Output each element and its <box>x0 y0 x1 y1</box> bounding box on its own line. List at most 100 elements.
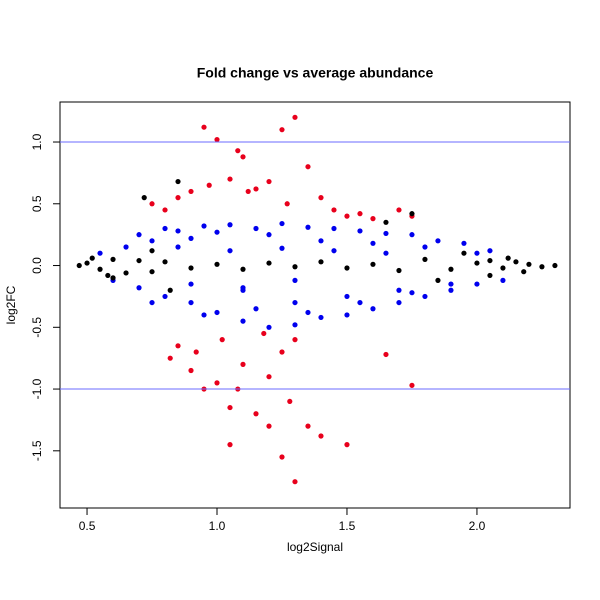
point <box>279 245 285 251</box>
point <box>201 124 207 130</box>
point <box>487 257 493 264</box>
point <box>136 285 142 291</box>
point <box>201 312 207 318</box>
point <box>253 186 259 192</box>
point <box>175 178 181 185</box>
point <box>266 423 272 429</box>
x-tick-label: 0.5 <box>79 519 96 533</box>
point <box>76 262 82 269</box>
point <box>110 256 116 262</box>
point <box>89 255 95 261</box>
point <box>370 240 376 246</box>
point <box>500 277 506 283</box>
point <box>240 285 246 291</box>
point <box>357 228 363 234</box>
point <box>552 262 558 269</box>
point <box>266 260 272 266</box>
point <box>149 238 155 244</box>
x-tick-label: 2.0 <box>469 519 486 533</box>
point <box>318 314 324 321</box>
point <box>331 207 337 213</box>
point <box>474 260 480 266</box>
point <box>505 255 511 261</box>
point <box>214 309 220 316</box>
x-tick-label: 1.5 <box>339 519 356 533</box>
point <box>448 281 454 287</box>
point <box>292 337 298 343</box>
point <box>167 355 173 361</box>
point <box>141 195 147 201</box>
point <box>526 261 532 267</box>
x-axis-label: log2Signal <box>287 540 343 554</box>
point <box>201 223 207 229</box>
y-tick-label: -1.5 <box>30 440 44 461</box>
y-tick-label: 1.0 <box>30 133 44 150</box>
point <box>487 248 493 254</box>
point <box>227 404 233 411</box>
point <box>396 299 402 306</box>
point <box>409 382 415 388</box>
point <box>344 265 350 271</box>
point <box>370 215 376 222</box>
point <box>149 201 155 207</box>
point <box>521 269 527 275</box>
y-tick-label: 0.5 <box>30 195 44 212</box>
point <box>214 380 220 386</box>
point <box>344 442 350 448</box>
point <box>136 257 142 264</box>
point <box>409 232 415 238</box>
point <box>422 244 428 250</box>
point <box>292 114 298 120</box>
point <box>318 195 324 201</box>
point <box>305 423 311 429</box>
point <box>383 351 389 358</box>
point <box>266 178 272 185</box>
point <box>214 261 220 267</box>
y-axis-label: log2FC <box>4 285 18 324</box>
point <box>175 195 181 201</box>
point <box>474 250 480 256</box>
point <box>123 270 129 276</box>
point <box>188 235 194 241</box>
point <box>435 238 441 244</box>
point <box>240 361 246 367</box>
y-tick-label: -1.0 <box>30 378 44 399</box>
point <box>292 264 298 270</box>
point <box>219 337 225 343</box>
point <box>279 127 285 133</box>
point <box>284 201 290 207</box>
point <box>305 164 311 170</box>
point <box>305 224 311 230</box>
point <box>188 281 194 287</box>
point <box>136 232 142 238</box>
point <box>318 433 324 439</box>
point <box>292 277 298 283</box>
point <box>383 219 389 225</box>
point <box>149 299 155 306</box>
point <box>396 267 402 274</box>
point <box>206 182 212 188</box>
y-tick-label: -0.5 <box>30 317 44 338</box>
point <box>448 266 454 272</box>
point <box>175 228 181 234</box>
point <box>292 322 298 328</box>
point <box>396 287 402 293</box>
point <box>279 220 285 227</box>
point <box>487 272 493 279</box>
point <box>227 248 233 254</box>
point <box>409 211 415 217</box>
point <box>235 148 241 154</box>
point <box>188 265 194 271</box>
point <box>214 229 220 235</box>
plot-area <box>76 114 558 485</box>
point <box>245 188 251 195</box>
point <box>292 479 298 485</box>
point <box>318 259 324 265</box>
point <box>188 188 194 195</box>
point <box>383 230 389 237</box>
point <box>461 250 467 256</box>
point <box>253 306 259 312</box>
point <box>344 213 350 219</box>
point <box>448 287 454 293</box>
